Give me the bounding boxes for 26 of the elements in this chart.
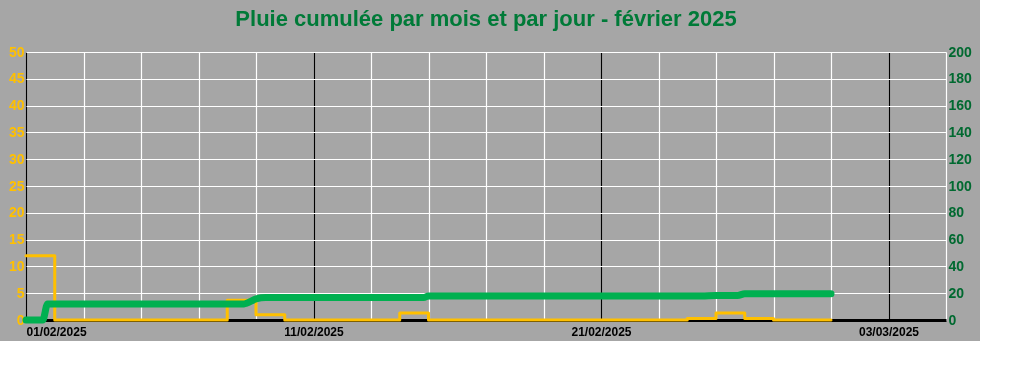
y-tick-label: 15 <box>8 231 25 248</box>
y-tick-label: 50 <box>8 43 25 60</box>
y2-tick-label: 200 <box>948 43 973 60</box>
x-tick-label: 03/03/2025 <box>858 324 920 339</box>
y2-tick-label: 180 <box>948 70 973 87</box>
y2-tick-label: 140 <box>948 123 973 140</box>
y2-tick-label: 160 <box>948 97 973 114</box>
chart-title: Pluie cumulée par mois et par jour - février 2025 <box>235 6 737 31</box>
x-tick-label: 21/02/2025 <box>571 324 632 339</box>
y-tick-label: 20 <box>8 204 25 221</box>
x-tick-label: 01/02/2025 <box>26 324 87 339</box>
y-tick-label: 35 <box>8 123 25 140</box>
y-tick-label: 45 <box>8 70 25 87</box>
y2-tick-label: 100 <box>948 177 973 194</box>
y2-tick-label: 0 <box>948 311 957 328</box>
y2-tick-label: 120 <box>948 150 973 167</box>
y-tick-label: 25 <box>8 177 25 194</box>
y-tick-label: 30 <box>8 150 25 167</box>
x-tick-label: 11/02/2025 <box>284 324 345 339</box>
y-tick-label: 40 <box>8 97 25 114</box>
y-tick-label: 10 <box>8 257 25 274</box>
y2-tick-label: 80 <box>948 204 965 221</box>
y2-tick-label: 20 <box>948 284 965 301</box>
y2-tick-label: 60 <box>948 231 965 248</box>
y-tick-label: 5 <box>16 284 25 301</box>
y2-tick-label: 40 <box>948 257 965 274</box>
